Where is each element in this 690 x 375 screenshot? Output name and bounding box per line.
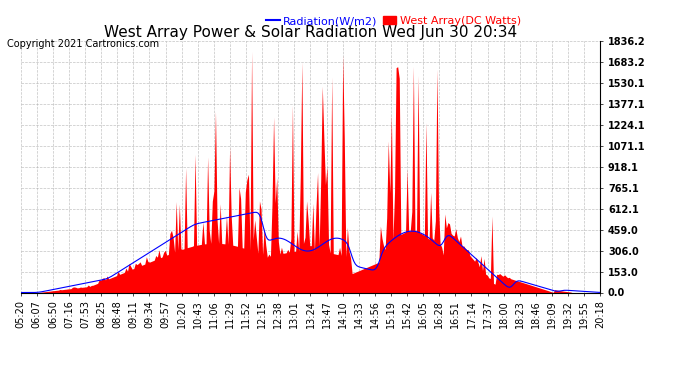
Legend: Radiation(W/m2), West Array(DC Watts): Radiation(W/m2), West Array(DC Watts): [262, 12, 525, 30]
Title: West Array Power & Solar Radiation Wed Jun 30 20:34: West Array Power & Solar Radiation Wed J…: [104, 25, 517, 40]
Text: Copyright 2021 Cartronics.com: Copyright 2021 Cartronics.com: [7, 39, 159, 50]
